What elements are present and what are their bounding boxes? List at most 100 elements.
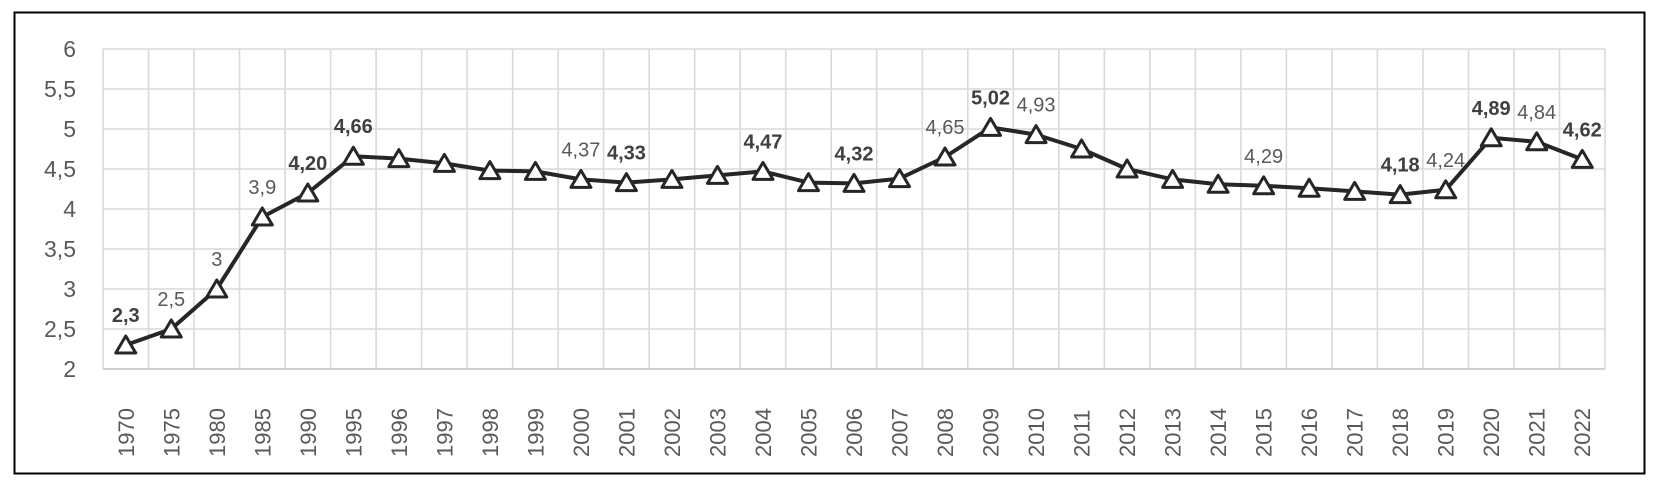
- x-tick-label-2019: 2019: [1434, 408, 1459, 457]
- y-axis-ticks: 6 5,5 5 4,5 4 3,5 3 2,5 2: [44, 36, 76, 382]
- data-label-1995: 4,66: [334, 116, 373, 138]
- data-label-2000: 4,37: [561, 139, 600, 161]
- x-tick-label-2003: 2003: [705, 408, 730, 457]
- data-label-2010: 4,93: [1017, 95, 1056, 117]
- data-point-1996: [387, 148, 411, 169]
- data-point-2018: [1388, 184, 1412, 205]
- x-tick-label-2008: 2008: [933, 408, 958, 457]
- y-tick-label: 6: [63, 36, 76, 62]
- x-tick-label-2016: 2016: [1297, 408, 1322, 457]
- data-point-2012: [1115, 158, 1139, 179]
- data-point-2021: [1525, 131, 1549, 152]
- x-tick-label-1975: 1975: [159, 408, 184, 457]
- chart-frame: [13, 11, 1646, 475]
- data-label-2015: 4,29: [1244, 146, 1283, 168]
- data-point-2022: [1570, 148, 1594, 169]
- y-tick-label: 4,5: [44, 156, 76, 182]
- x-tick-label-2021: 2021: [1525, 408, 1550, 457]
- data-label-1975: 2,5: [157, 289, 185, 311]
- data-point-2006: [842, 172, 866, 193]
- data-point-2013: [1161, 168, 1185, 189]
- x-tick-label-2007: 2007: [888, 408, 913, 457]
- x-tick-label-1980: 1980: [205, 408, 230, 457]
- x-tick-label-2009: 2009: [979, 408, 1004, 457]
- data-point-2001: [614, 172, 638, 193]
- x-tick-label-1999: 1999: [523, 408, 548, 457]
- x-tick-label-1997: 1997: [432, 408, 457, 457]
- y-tick-label: 3,5: [44, 236, 76, 262]
- data-point-2002: [660, 168, 684, 189]
- data-point-1990: [296, 182, 320, 203]
- x-tick-label-2017: 2017: [1343, 408, 1368, 457]
- data-point-1985: [250, 206, 274, 227]
- x-tick-label-2020: 2020: [1479, 408, 1504, 457]
- x-tick-label-2013: 2013: [1161, 408, 1186, 457]
- x-tick-label-2010: 2010: [1024, 408, 1049, 457]
- data-point-2017: [1343, 180, 1367, 201]
- x-tick-label-1985: 1985: [250, 408, 275, 457]
- y-tick-label: 3: [63, 276, 76, 302]
- data-label-2022: 4,62: [1563, 119, 1602, 141]
- data-label-1980: 3: [211, 249, 222, 271]
- data-label-2006: 4,32: [835, 143, 874, 165]
- x-tick-label-2022: 2022: [1570, 408, 1595, 457]
- data-point-1999: [523, 160, 547, 181]
- gridlines: [102, 48, 1606, 370]
- data-label-2019: 4,24: [1426, 150, 1465, 172]
- x-tick-label-2015: 2015: [1252, 408, 1277, 457]
- data-point-2008: [933, 146, 957, 167]
- data-point-1975: [159, 318, 183, 339]
- y-tick-label: 5,5: [44, 76, 76, 102]
- data-point-2020: [1479, 127, 1503, 148]
- x-tick-label-2001: 2001: [614, 408, 639, 457]
- data-point-2010: [1024, 124, 1048, 145]
- x-tick-label-2002: 2002: [660, 408, 685, 457]
- data-labels: 2,3 2,5 3 3,9 4,20 4,66 4,37 4,33 4,47 4,32 4,65 5,…: [112, 87, 1602, 327]
- data-point-2011: [1070, 138, 1094, 159]
- data-point-2015: [1252, 175, 1276, 196]
- data-label-1990: 4,20: [288, 153, 327, 175]
- x-tick-label-2018: 2018: [1388, 408, 1413, 457]
- data-point-2016: [1297, 177, 1321, 198]
- x-tick-label-1990: 1990: [296, 408, 321, 457]
- y-tick-label: 4: [63, 196, 76, 222]
- data-markers: [114, 116, 1594, 355]
- data-point-2007: [888, 168, 912, 189]
- data-label-2018: 4,18: [1381, 155, 1420, 177]
- x-tick-label-2012: 2012: [1115, 408, 1140, 457]
- y-tick-label: 2,5: [44, 316, 76, 342]
- data-label-2009: 5,02: [971, 87, 1010, 109]
- data-point-2005: [796, 172, 820, 193]
- x-tick-label-2006: 2006: [842, 408, 867, 457]
- data-point-1998: [478, 160, 502, 181]
- data-point-1995: [341, 145, 365, 166]
- data-label-1970: 2,3: [112, 305, 140, 327]
- data-label-2021: 4,84: [1517, 102, 1556, 124]
- x-tick-label-1998: 1998: [478, 408, 503, 457]
- data-point-1997: [432, 152, 456, 173]
- data-label-2008: 4,65: [926, 117, 965, 139]
- data-point-2003: [705, 164, 729, 185]
- data-label-2001: 4,33: [607, 143, 646, 165]
- y-tick-label: 5: [63, 116, 76, 142]
- x-tick-label-2011: 2011: [1070, 410, 1095, 457]
- x-tick-label-2005: 2005: [796, 408, 821, 457]
- x-tick-label-1970: 1970: [114, 408, 139, 457]
- data-point-1970: [114, 334, 138, 355]
- data-label-2004: 4,47: [744, 131, 783, 153]
- data-point-2019: [1434, 179, 1458, 200]
- data-label-1985: 3,9: [248, 177, 276, 199]
- data-point-2009: [979, 116, 1003, 137]
- x-tick-label-2000: 2000: [569, 408, 594, 457]
- data-point-2000: [569, 168, 593, 189]
- x-tick-label-1996: 1996: [387, 408, 412, 457]
- x-tick-label-2014: 2014: [1206, 408, 1231, 457]
- x-tick-label-1995: 1995: [341, 408, 366, 457]
- data-label-2020: 4,89: [1472, 98, 1511, 120]
- x-tick-label-2004: 2004: [751, 408, 776, 457]
- data-point-1980: [205, 278, 229, 299]
- data-point-2014: [1206, 173, 1230, 194]
- data-point-2004: [751, 160, 775, 181]
